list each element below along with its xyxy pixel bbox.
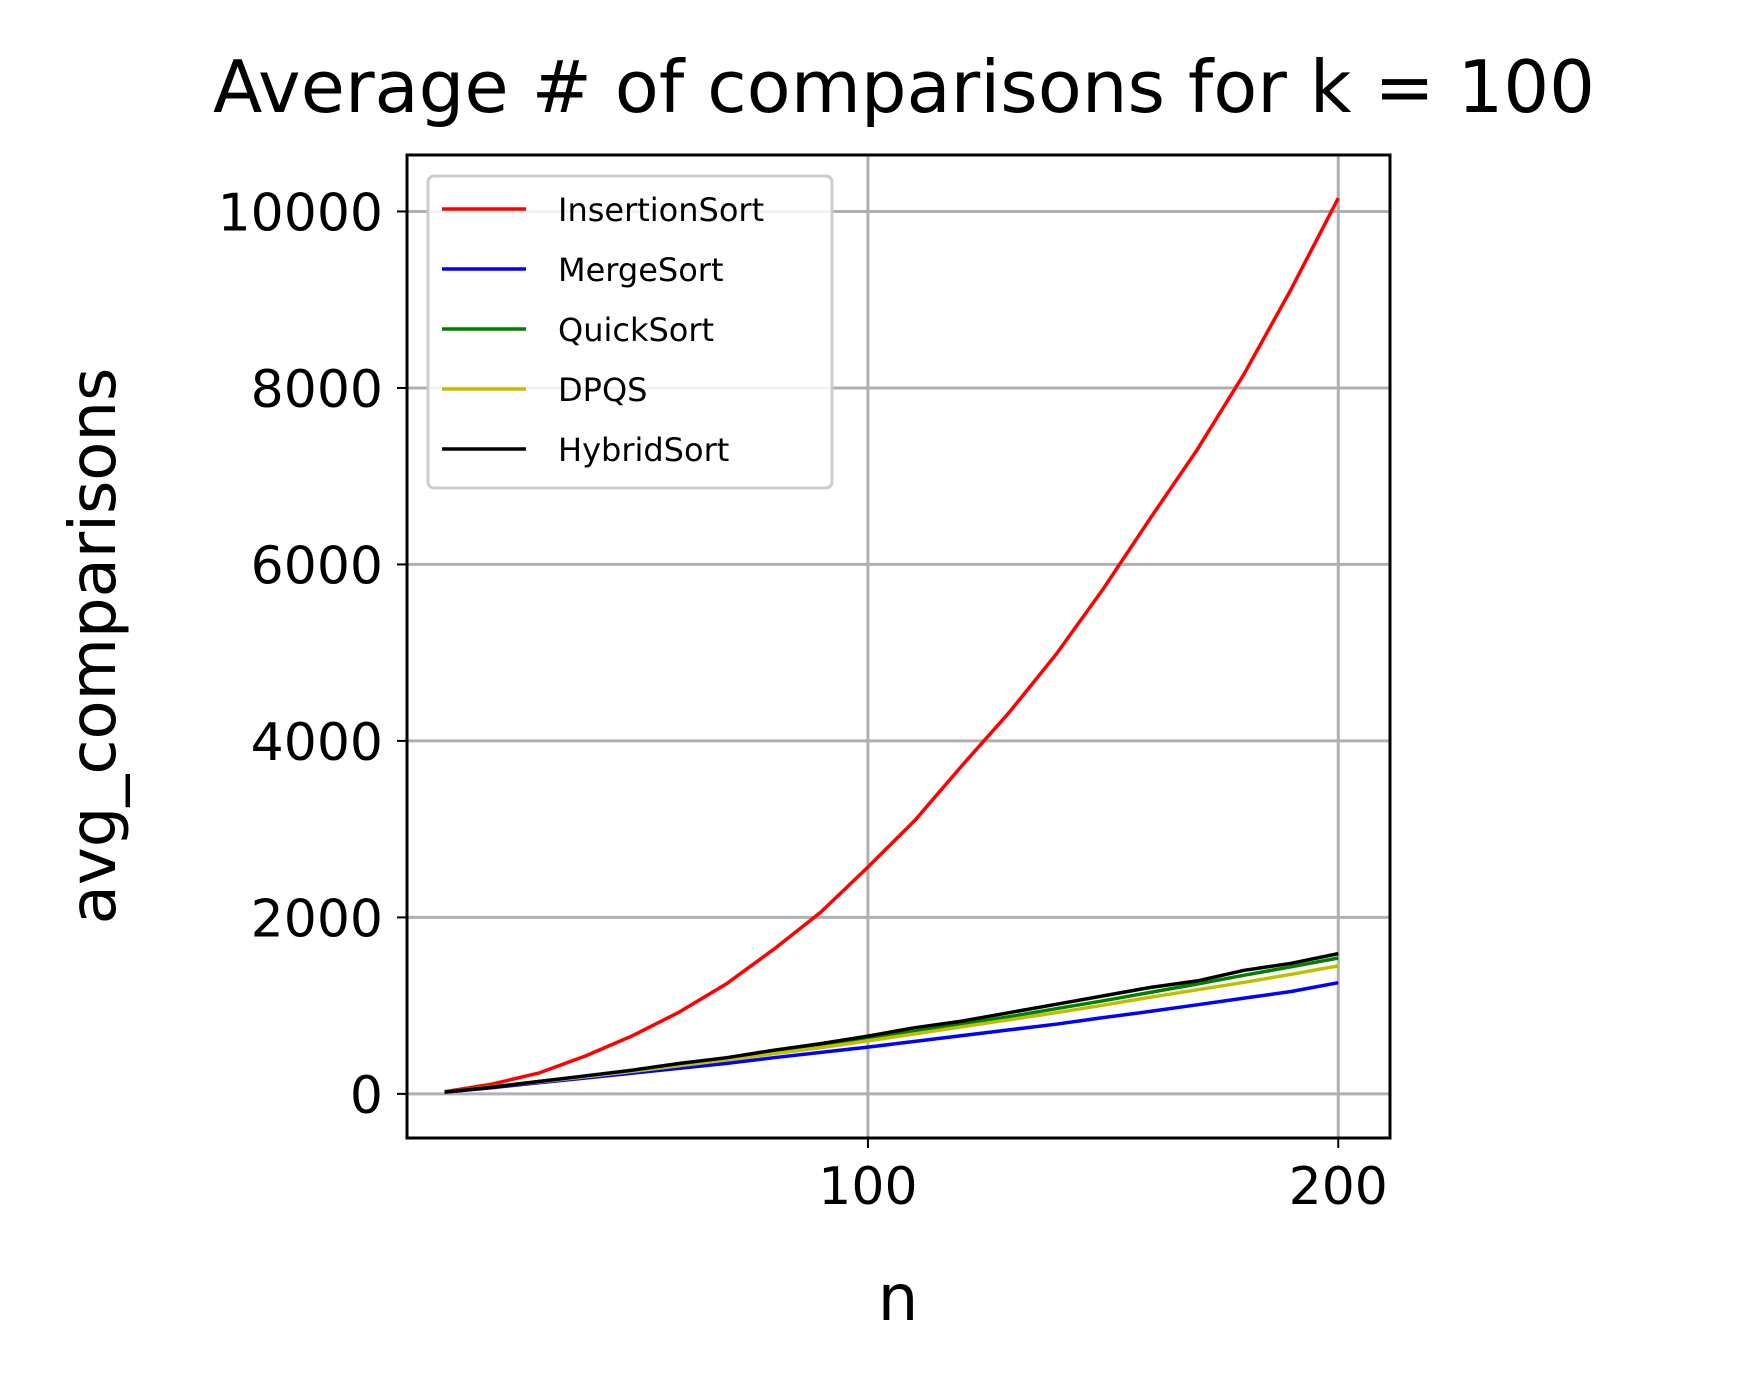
y-axis-label: avg_comparisons bbox=[57, 368, 131, 925]
y-tick-label: 8000 bbox=[251, 360, 383, 420]
legend-label-hybridsort: HybridSort bbox=[558, 431, 729, 469]
series-lines bbox=[444, 197, 1340, 1094]
series-line-insertionsort bbox=[444, 197, 1340, 1094]
x-axis-ticks: 100 200 bbox=[818, 1138, 1388, 1217]
series-line-hybridsort bbox=[444, 951, 1339, 1094]
legend-box bbox=[426, 174, 834, 490]
legend-label-insertionsort: InsertionSort bbox=[558, 191, 764, 229]
y-tick-label: 6000 bbox=[251, 536, 383, 596]
y-tick-label: 10000 bbox=[218, 183, 383, 243]
x-tick-label: 100 bbox=[818, 1157, 917, 1217]
y-tick-label: 4000 bbox=[251, 713, 383, 773]
legend-label-quicksort: QuickSort bbox=[558, 311, 714, 349]
chart-title: Average # of comparisons for k = 100 bbox=[213, 45, 1595, 129]
y-tick-label: 0 bbox=[350, 1066, 383, 1126]
x-tick-label: 200 bbox=[1289, 1157, 1388, 1217]
x-axis-label: n bbox=[878, 1262, 919, 1336]
plot-frame bbox=[405, 153, 1392, 1140]
y-tick-label: 2000 bbox=[251, 889, 383, 949]
legend-label-mergesort: MergeSort bbox=[558, 251, 723, 289]
y-axis-ticks: 0 2000 4000 6000 8000 10000 bbox=[218, 183, 407, 1126]
legend: InsertionSort MergeSort QuickSort DPQS Hybri… bbox=[426, 174, 834, 490]
legend-items: InsertionSort MergeSort QuickSort DPQS Hybri… bbox=[442, 191, 764, 469]
legend-label-dpqs: DPQS bbox=[558, 371, 647, 409]
